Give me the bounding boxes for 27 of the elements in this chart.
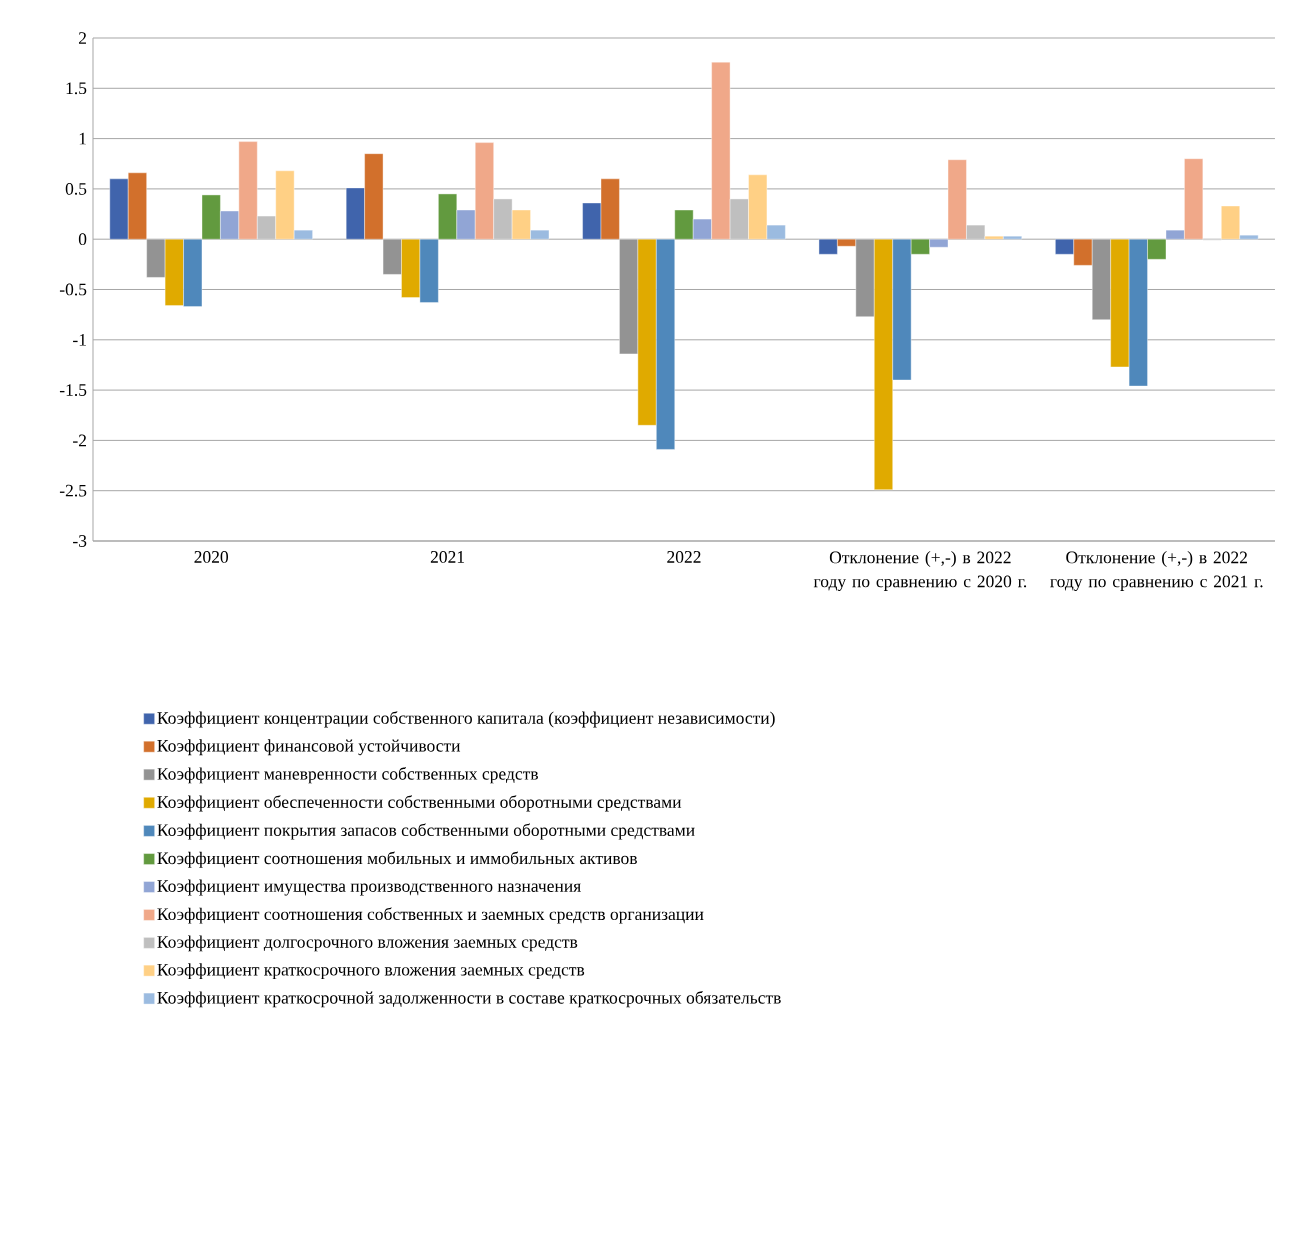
legend-label: Коэффициент маневренности собственных средств (157, 767, 538, 784)
y-tick-label: 1.5 (66, 82, 87, 95)
legend-label: Коэффициент краткосрочного вложения заемных средств (157, 963, 585, 980)
y-tick-label: 1 (79, 132, 86, 145)
y-tick-label: -2 (73, 434, 86, 447)
x-tick-label: 2021 (430, 551, 465, 563)
x-tick-label: Отклонение (+,-) в 2022 году по сравнению с 2020 г. (813, 551, 1027, 591)
legend-label: Коэффициент соотношения мобильных и иммобильных активов (157, 851, 637, 868)
y-tick-label: -2.5 (59, 484, 87, 497)
y-tick-label: 0 (78, 233, 87, 246)
legend-label: Коэффициент долгосрочного вложения заемных средств (157, 935, 578, 952)
legend-label: Коэффициент финансовой устойчивости (157, 739, 461, 756)
legend-label: Коэффициент покрытия запасов собственными оборотными средствами (157, 823, 695, 840)
x-tick-label: 2020 (194, 551, 229, 563)
legend-label: Коэффициент обеспеченности собственными оборотными средствами (157, 795, 682, 812)
legend-label: Коэффициент концентрации собственного капитала (коэффициент независимости) (157, 711, 775, 728)
x-tick-label: Отклонение (+,-) в 2022 году по сравнению с 2021 г. (1050, 551, 1263, 591)
legend-label: Коэффициент имущества производственного назначения (157, 879, 581, 896)
x-tick-label: 2022 (667, 551, 701, 563)
y-tick-label: -1.5 (59, 384, 87, 396)
y-tick-label: -1 (73, 334, 86, 346)
legend-label: Коэффициент соотношения собственных и заемных средств организации (157, 907, 704, 924)
y-tick-label: 2 (78, 32, 86, 44)
legend-label: Коэффициент краткосрочной задолженности в составе краткосрочных обязательств (157, 991, 781, 1008)
y-tick-label: 0.5 (65, 182, 87, 195)
y-tick-label: -0.5 (59, 283, 87, 296)
y-tick-label: -3 (73, 535, 87, 547)
